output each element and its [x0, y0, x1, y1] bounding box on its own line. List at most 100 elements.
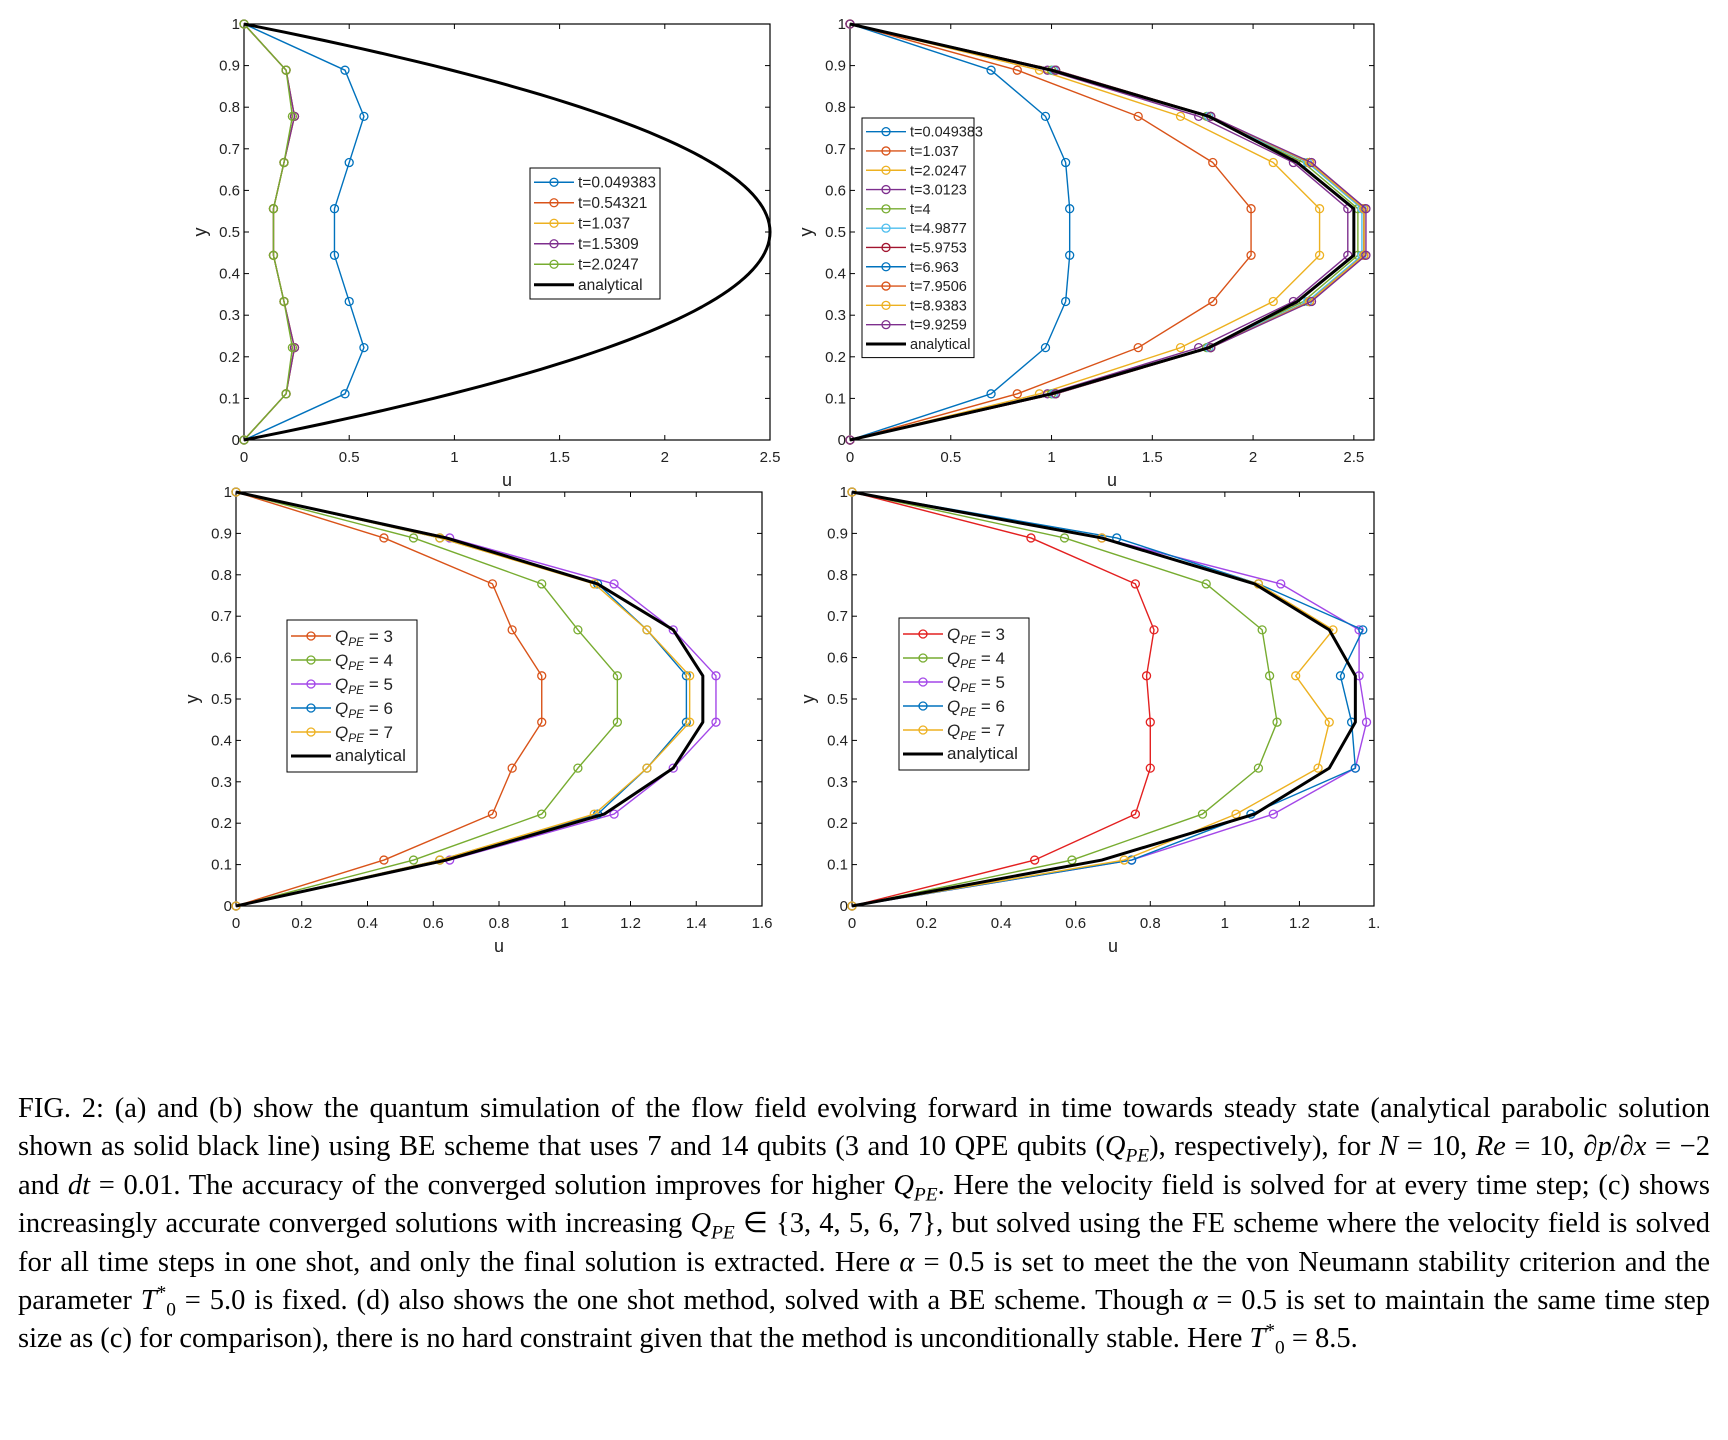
data-point: [1257, 625, 1267, 635]
y-axis-label: y: [190, 228, 210, 237]
legend-label: t=9.9259: [910, 318, 967, 334]
y-axis-label: y: [182, 695, 202, 704]
x-tick-label: 1.2: [620, 915, 641, 932]
legend-marker: [918, 701, 928, 711]
x-tick-label: 0: [232, 915, 240, 932]
panel-d: 0 0.2 0.4 0.6 0.8 1 1.2 1. 0 0.1 0.2 0.3 0.4 0.5 0.6 0.…: [798, 484, 1380, 956]
legend-marker: [549, 239, 559, 249]
legend-label: t=3.0123: [910, 183, 967, 199]
legend-marker: [306, 679, 316, 689]
x-tick-label: 1.2: [1289, 915, 1310, 932]
y-tick-label: 0.6: [825, 182, 846, 199]
legend-marker: [881, 223, 891, 233]
figure: 0 0.5 1 1.5 2 2.5 0 0.1 0.2 0.3 0.4 0.5 0.6 0.7 0.8 0.9…: [182, 16, 1380, 956]
legend-label: QPE = 3: [335, 627, 393, 649]
legend-label: QPE = 3: [947, 625, 1005, 647]
data-point: [487, 579, 498, 589]
data-point: [986, 389, 996, 399]
data-point: [1130, 579, 1141, 589]
data-point: [340, 389, 350, 399]
y-tick-label: 0: [232, 432, 240, 449]
y-tick-label: 0.8: [825, 99, 846, 116]
y-tick-label: 0.1: [211, 857, 232, 874]
legend-marker: [881, 146, 891, 156]
y-tick-label: 0.9: [219, 58, 240, 75]
data-point: [1253, 763, 1264, 773]
legend-marker: [881, 184, 891, 195]
x-tick-label: 0.2: [291, 915, 312, 932]
data-point: [1313, 763, 1323, 773]
data-point: [281, 65, 291, 75]
legend-label: t=0.049383: [578, 174, 656, 191]
x-tick-label: 0.4: [991, 915, 1012, 932]
x-tick-label: 1: [1221, 915, 1229, 932]
data-point: [1246, 204, 1256, 214]
y-tick-label: 0.6: [219, 182, 240, 199]
y-tick-label: 0.3: [827, 774, 848, 791]
y-tick-label: 0.4: [211, 732, 232, 749]
data-point: [609, 809, 619, 819]
legend-label: QPE = 5: [947, 673, 1005, 695]
y-tick-label: 0.8: [211, 567, 232, 584]
legend-label: t=5.9753: [910, 240, 967, 256]
data-point: [379, 533, 389, 543]
legend-marker: [881, 126, 891, 137]
legend-marker: [549, 198, 559, 208]
x-tick-label: 0.4: [357, 915, 378, 932]
series-line: [243, 23, 294, 441]
legend-marker: [306, 727, 316, 737]
y-axis-label: y: [796, 228, 816, 237]
data-point: [1208, 157, 1218, 168]
legend-marker: [306, 631, 316, 641]
series-line: [851, 491, 1364, 907]
data-point: [1276, 579, 1286, 589]
data-point: [1145, 717, 1155, 727]
legend-box: [861, 117, 975, 359]
legend-marker: [881, 262, 891, 272]
series-line: [235, 491, 543, 907]
data-point: [612, 717, 622, 727]
y-tick-label: 0: [840, 898, 848, 915]
data-point: [1119, 855, 1129, 865]
data-point: [609, 579, 619, 589]
legend-label: t=6.963: [910, 260, 959, 276]
data-point: [344, 157, 354, 168]
legend-label: t=0.049383: [910, 125, 983, 141]
data-point: [340, 65, 350, 75]
data-point: [1030, 855, 1040, 865]
data-point: [408, 533, 419, 543]
series-line: [851, 491, 1155, 907]
x-tick-label: 2: [661, 449, 669, 466]
data-point: [487, 809, 498, 819]
series-line: [849, 23, 1252, 441]
data-point: [408, 855, 419, 865]
x-tick-label: 0.8: [1140, 915, 1161, 932]
legend-label: QPE = 6: [947, 697, 1005, 719]
x-tick-label: 0.2: [916, 915, 937, 932]
x-tick-label: 1: [561, 915, 569, 932]
y-tick-label: 0.7: [211, 608, 232, 625]
data-point: [612, 671, 622, 681]
y-tick-label: 0.1: [827, 857, 848, 874]
legend-marker: [549, 177, 559, 187]
y-tick-label: 0.5: [211, 691, 232, 708]
series-line: [235, 490, 705, 908]
legend-label: QPE = 6: [335, 699, 393, 721]
series-line: [243, 23, 365, 441]
legend-box: [286, 619, 418, 773]
data-point: [573, 625, 583, 635]
x-axis-label: u: [502, 470, 512, 490]
legend-label: analytical: [578, 277, 643, 294]
data-point: [1314, 250, 1325, 260]
data-point: [329, 204, 340, 214]
legend-marker: [918, 725, 928, 735]
y-axis-label: y: [798, 695, 818, 704]
legend-label: QPE = 7: [335, 723, 393, 745]
x-tick-label: 0.8: [489, 915, 510, 932]
data-point: [287, 342, 298, 353]
legend-marker: [918, 629, 928, 639]
x-tick-label: 1.: [1368, 915, 1381, 932]
y-tick-label: 1: [232, 16, 240, 33]
data-point: [1361, 717, 1372, 727]
y-tick-label: 0.2: [219, 349, 240, 366]
